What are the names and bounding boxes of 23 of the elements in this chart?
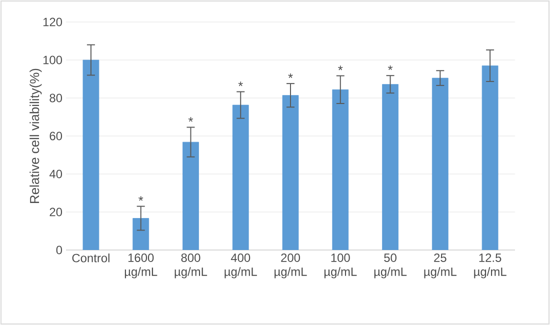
annotation: * <box>138 196 144 201</box>
y-tick-label: 60 <box>50 132 62 140</box>
x-tick-label: 50 µg/mL <box>374 254 407 278</box>
y-axis-title: Relative cell viability(%) <box>30 68 42 203</box>
x-tick-label: 1600 µg/mL <box>124 254 158 278</box>
x-tick-label: 800 µg/mL <box>174 254 208 278</box>
x-tick-label: 100 µg/mL <box>324 254 357 278</box>
x-tick-label: Control <box>72 254 110 262</box>
y-tick-label: 20 <box>50 208 62 216</box>
y-tick-label: 100 <box>43 56 62 64</box>
y-tick-label: 40 <box>49 170 62 178</box>
annotation: * <box>188 117 194 122</box>
y-tick-label: 0 <box>56 246 62 254</box>
annotation: * <box>238 82 243 86</box>
x-tick-label: 200 µg/mL <box>274 254 307 278</box>
annotation: * <box>288 73 293 78</box>
x-tick-label: 25 µg/mL <box>424 254 456 278</box>
y-tick-label: 80 <box>50 94 62 102</box>
y-tick-label: 120 <box>43 18 62 26</box>
annotation: * <box>388 65 393 70</box>
x-tick-label: 400 µg/mL <box>224 254 257 278</box>
x-tick-label: 12.5 µg/mL <box>474 254 506 278</box>
annotation: * <box>338 66 343 70</box>
